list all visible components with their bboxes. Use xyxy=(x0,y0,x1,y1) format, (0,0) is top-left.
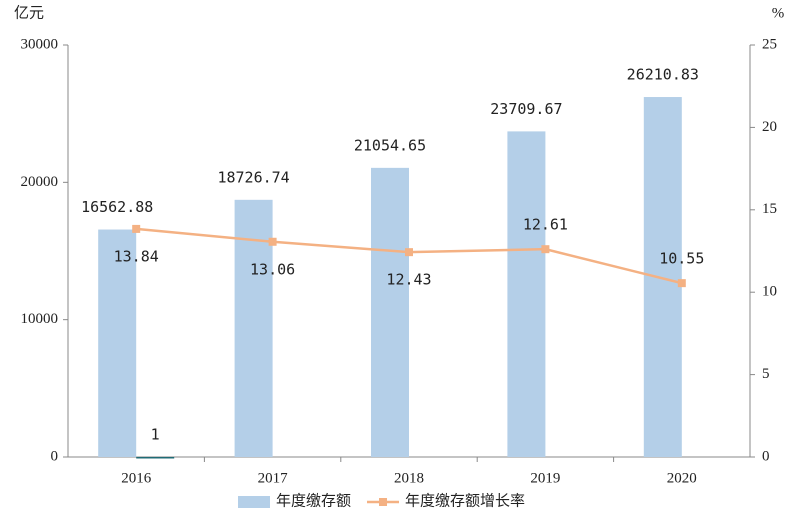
y2-tick-label: 15 xyxy=(762,201,777,217)
x-tick-label: 2017 xyxy=(258,470,289,486)
y2-tick-label: 25 xyxy=(762,36,777,52)
legend-label: 年度缴存额 xyxy=(276,492,351,509)
y2-tick-label: 5 xyxy=(762,366,770,382)
bar-value-label: 26210.83 xyxy=(627,66,699,84)
y-tick-label: 10000 xyxy=(21,311,59,327)
line-marker xyxy=(677,279,686,288)
bar xyxy=(371,167,409,457)
x-tick-label: 2020 xyxy=(667,470,697,486)
x-tick-label: 2019 xyxy=(530,470,560,486)
bar-value-label: 23709.67 xyxy=(490,100,562,118)
bar-value-label: 18726.74 xyxy=(217,168,289,186)
line-value-label: 13.06 xyxy=(250,260,295,278)
line-marker xyxy=(541,245,550,254)
y-tick-label: 20000 xyxy=(21,174,59,190)
y-tick-label: 30000 xyxy=(21,36,59,52)
bar xyxy=(136,456,175,459)
line-value-label: 12.61 xyxy=(523,216,568,234)
line-value-label: 13.84 xyxy=(114,247,159,265)
y2-tick-label: 0 xyxy=(762,448,770,464)
legend-swatch-marker xyxy=(379,498,388,506)
line-value-label: 10.55 xyxy=(659,250,704,268)
legend-swatch xyxy=(238,496,270,508)
x-tick-label: 2016 xyxy=(121,470,152,486)
line-marker xyxy=(405,248,413,257)
bar xyxy=(234,199,273,457)
bar-value-label: 1 xyxy=(151,425,160,443)
line-value-label: 12.43 xyxy=(386,271,431,289)
legend-label: 年度缴存额增长率 xyxy=(405,492,525,509)
bar xyxy=(507,131,546,457)
x-tick-label: 2018 xyxy=(394,470,424,486)
bar xyxy=(643,97,682,457)
y2-axis-unit: % xyxy=(772,5,785,21)
line-marker xyxy=(132,224,141,233)
bar-value-label: 21054.65 xyxy=(354,136,426,154)
y2-tick-label: 10 xyxy=(762,284,777,300)
bar-value-label: 16562.88 xyxy=(81,198,153,216)
y-tick-label: 0 xyxy=(51,448,59,464)
y2-tick-label: 20 xyxy=(762,119,777,135)
line-marker xyxy=(268,237,277,246)
y-axis-unit: 亿元 xyxy=(14,4,44,21)
bar xyxy=(98,229,137,457)
